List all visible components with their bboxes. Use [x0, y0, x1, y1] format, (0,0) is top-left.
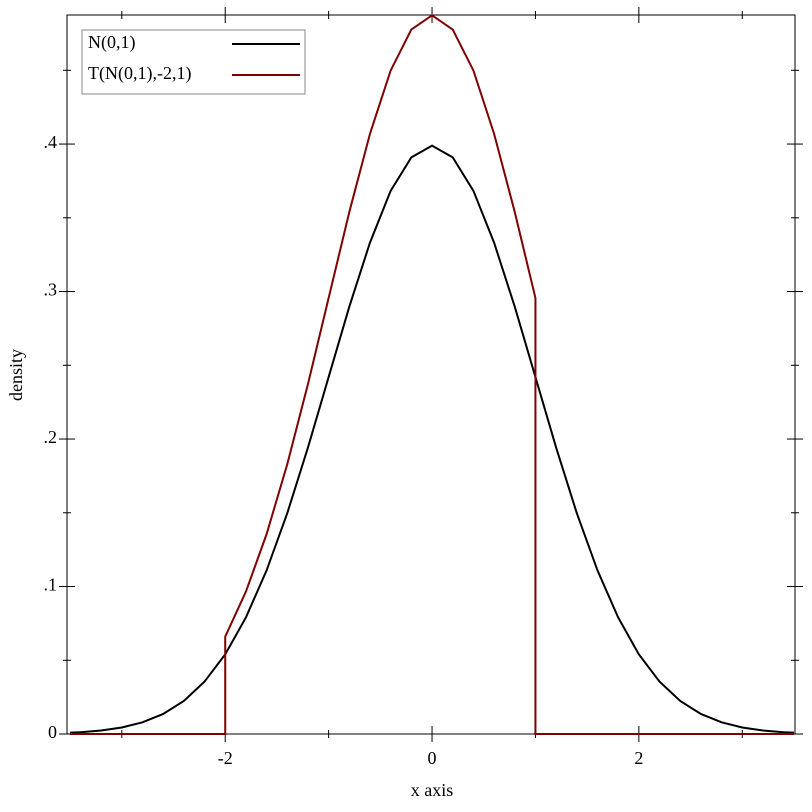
- line-series: [70, 144, 795, 734]
- plot-frame: [66, 14, 796, 735]
- y-tick-label: .4: [44, 132, 58, 152]
- legend-box: [81, 29, 306, 95]
- legend-label: T(N(0,1),-2,1): [88, 63, 191, 84]
- x-tick-label: 2: [634, 748, 643, 768]
- y-tick-label: .2: [44, 427, 58, 447]
- legend-label: N(0,1): [88, 32, 136, 53]
- x-tick-label: -2: [218, 748, 233, 768]
- y-axis-label: density: [6, 349, 26, 401]
- y-tick-label: .3: [44, 280, 58, 300]
- y-tick-label: 0: [48, 722, 57, 742]
- x-axis-label: x axis: [411, 780, 454, 800]
- x-tick-label: 0: [428, 748, 437, 768]
- line-series: [70, 14, 794, 735]
- y-tick-label: .1: [44, 575, 58, 595]
